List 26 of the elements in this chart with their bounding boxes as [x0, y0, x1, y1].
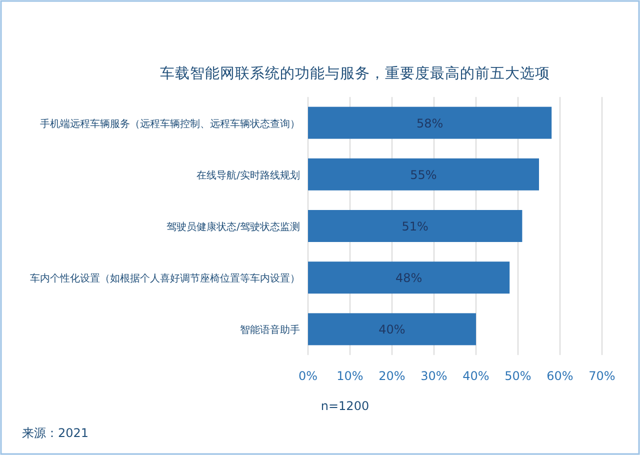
y-tick-label: 在线导航/实时路线规划 — [196, 169, 300, 182]
y-tick-label: 驾驶员健康状态/驾驶状态监测 — [166, 221, 300, 233]
x-tick-label: 0% — [298, 369, 318, 383]
x-tick-label: 20% — [378, 369, 406, 383]
y-tick-label: 车内个性化设置（如根据个人喜好调节座椅位置等车内设置） — [30, 272, 300, 285]
data-label: 40% — [378, 322, 406, 337]
data-label: 48% — [395, 271, 422, 286]
x-tick-label: 10% — [336, 369, 364, 383]
x-tick-label: 40% — [462, 369, 490, 383]
source-note: 来源：2021 — [22, 426, 89, 440]
data-label: 55% — [410, 168, 437, 182]
y-tick-label: 智能语音助手 — [240, 324, 300, 336]
bar — [308, 210, 522, 242]
y-tick-label: 手机端远程车辆服务（远程车辆控制、远程车辆状态查询） — [40, 118, 300, 130]
x-tick-label: 60% — [546, 369, 574, 383]
x-tick-label: 50% — [504, 369, 532, 383]
bar — [308, 262, 510, 294]
bar — [308, 313, 476, 346]
x-tick-label: 70% — [588, 369, 616, 383]
chart-title: 车载智能网联系统的功能与服务，重要度最高的前五大选项 — [160, 65, 550, 82]
bar — [308, 158, 539, 190]
bar — [308, 106, 552, 139]
x-tick-label: 30% — [420, 369, 448, 383]
text: n=1200 — [320, 399, 370, 413]
data-label: 51% — [402, 220, 428, 234]
data-label: 58% — [416, 116, 444, 130]
